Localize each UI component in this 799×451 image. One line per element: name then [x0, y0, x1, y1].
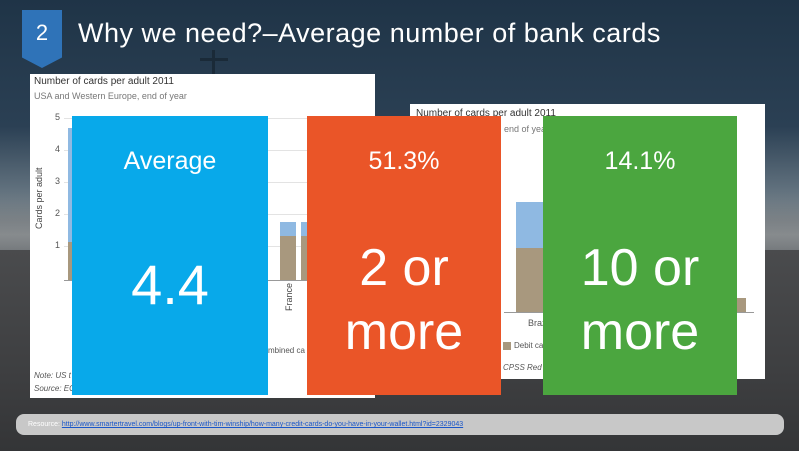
stat-caption-line1: 10 or: [580, 239, 700, 297]
right-x-category: Braz: [528, 318, 547, 328]
left-source: Source: EC: [34, 384, 75, 393]
stat-caption-line2: more: [344, 303, 464, 361]
left-ytick: 5: [54, 112, 60, 122]
left-ytick: 3: [54, 176, 60, 186]
left-legend-fragment: mbined ca: [268, 346, 305, 355]
left-ytick: 2: [54, 208, 60, 218]
left-ytick: 1: [54, 240, 60, 250]
right-source: CPSS Red B: [503, 363, 550, 372]
left-ytick: 4: [54, 144, 60, 154]
left-bar-debit: [280, 236, 296, 280]
right-legend-fragment: Debit ca: [514, 341, 544, 350]
stat-value: 4.4: [131, 253, 209, 316]
right-legend-swatch: [503, 342, 511, 350]
left-bar-debit: [301, 236, 307, 280]
right-chart-subtitle: end of year: [504, 124, 550, 134]
slide-title: Why we need?–Average number of bank card…: [78, 18, 661, 48]
slide-number-badge: 2: [22, 10, 62, 68]
right-chart-title: Number of cards per adult 2011: [416, 108, 556, 119]
stat-card-ten-or-more: 14.1% 10 or more: [543, 116, 737, 395]
stat-caption: 2 or more: [307, 236, 501, 364]
stat-percent: 51.3%: [368, 147, 440, 175]
right-bar-debit: [516, 248, 546, 312]
stat-caption-line2: more: [580, 303, 700, 361]
left-chart-ylabel: Cards per adult: [34, 167, 44, 229]
left-chart-subtitle: USA and Western Europe, end of year: [34, 91, 187, 101]
resource-link[interactable]: http://www.smartertravel.com/blogs/up-fr…: [61, 421, 464, 428]
stat-label: Average: [123, 147, 217, 175]
left-note: Note: US t: [34, 371, 71, 380]
stat-percent: 14.1%: [604, 147, 676, 175]
resource-label: Resource:: [28, 421, 60, 428]
stat-card-two-or-more: 51.3% 2 or more: [307, 116, 501, 395]
background-pole-crossbar: [200, 58, 228, 61]
right-bar-debit: [737, 298, 746, 312]
left-chart-title: Number of cards per adult 2011: [34, 76, 174, 87]
left-x-category: France: [284, 282, 294, 311]
stat-card-average: Average 4.4: [72, 116, 268, 395]
stat-caption-line1: 2 or: [359, 239, 449, 297]
stat-caption: 10 or more: [543, 236, 737, 364]
resource-bar: Resource: http://www.smartertravel.com/b…: [16, 414, 784, 435]
